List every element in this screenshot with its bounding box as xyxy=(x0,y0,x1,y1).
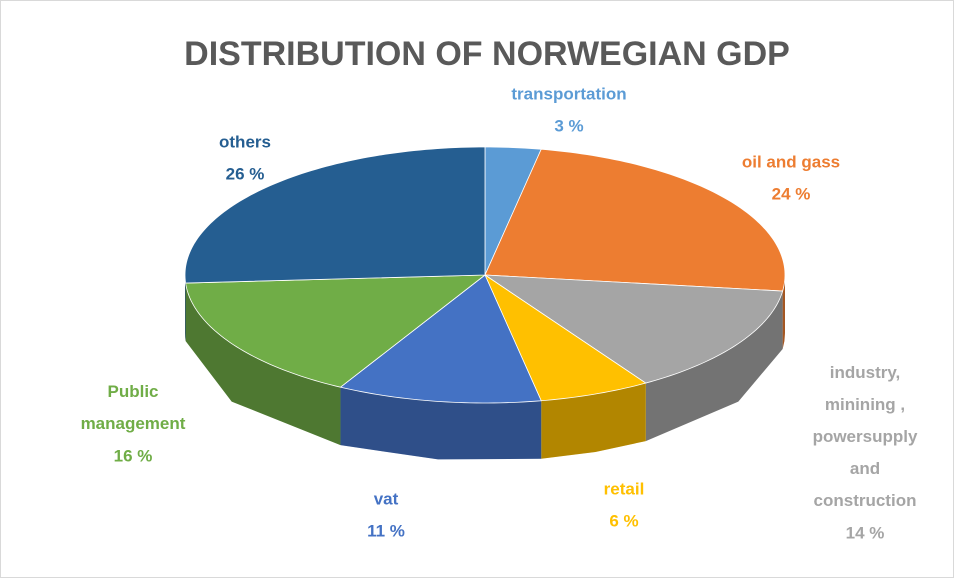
slice-side xyxy=(185,275,186,342)
category-label: Public management xyxy=(81,382,186,433)
slice xyxy=(483,274,784,384)
slice xyxy=(484,148,786,292)
slice-side-shade xyxy=(185,275,186,342)
value-label: 3 % xyxy=(554,116,583,135)
slice xyxy=(484,273,647,402)
category-label-line: Public xyxy=(107,382,158,401)
value-label: 26 % xyxy=(226,164,265,183)
category-label: transportation xyxy=(511,84,626,103)
slice-side xyxy=(185,283,341,446)
slice-side xyxy=(541,383,646,459)
category-label: oil and gass xyxy=(742,152,840,171)
value-label: 14 % xyxy=(846,523,885,542)
category-label: retail xyxy=(604,479,645,498)
value-label: 16 % xyxy=(114,446,153,465)
category-label-line: management xyxy=(81,414,186,433)
value-label: 11 % xyxy=(367,521,405,540)
slice xyxy=(339,274,542,404)
value-label: 6 % xyxy=(609,511,638,530)
slice-side xyxy=(782,275,785,350)
slice-side-shade xyxy=(782,275,785,350)
value-label: 24 % xyxy=(772,184,811,203)
category-label-line: minining , xyxy=(825,395,905,414)
slice-side-shade xyxy=(541,383,646,459)
category-label-line: construction xyxy=(814,491,917,510)
slice xyxy=(184,146,486,284)
slice-side xyxy=(340,387,542,460)
category-label-line: and xyxy=(850,459,880,478)
slice-side xyxy=(645,291,783,442)
category-label-line: industry, xyxy=(830,363,901,382)
slice-side-shade xyxy=(185,283,341,446)
slice xyxy=(185,274,487,388)
chart-title: DISTRIBUTION OF NORWEGIAN GDP xyxy=(184,35,790,73)
category-label: vat xyxy=(374,489,399,508)
slice-side-shade xyxy=(340,387,542,460)
category-label: industry, minining , powersupply and constru… xyxy=(813,363,918,510)
category-label-line: powersupply xyxy=(813,427,918,446)
category-label: others xyxy=(219,132,271,151)
slice-side-shade xyxy=(645,291,783,442)
